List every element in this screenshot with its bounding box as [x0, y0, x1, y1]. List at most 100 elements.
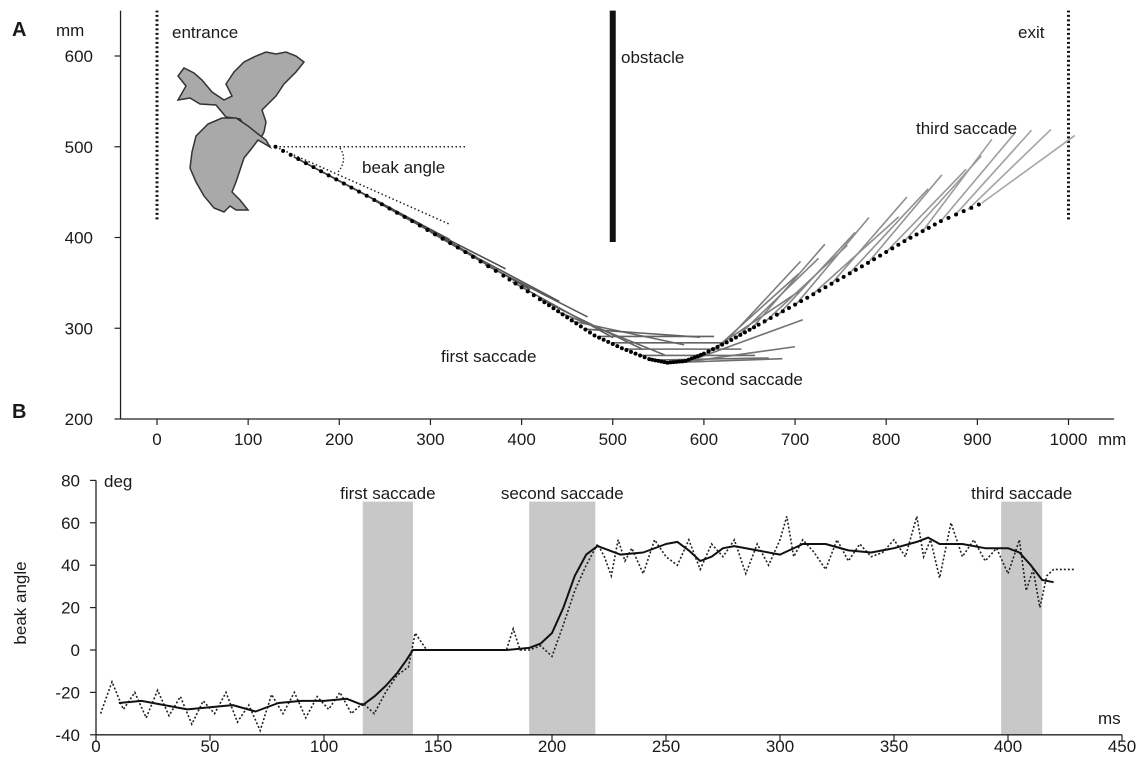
trajectory-point — [896, 242, 901, 247]
obstacle-label: obstacle — [621, 48, 684, 67]
trajectory-point — [756, 322, 761, 327]
beak-line — [922, 138, 993, 232]
trajectory-point — [689, 356, 694, 361]
beak-line — [830, 196, 908, 285]
x-tick-label: 700 — [781, 430, 809, 449]
second-saccade-label: second saccade — [680, 370, 803, 389]
trajectory-point — [326, 173, 331, 178]
trajectory-point — [565, 315, 570, 320]
y-tick-label: 600 — [65, 47, 93, 66]
trajectory-point — [692, 355, 697, 360]
trajectory-point — [569, 318, 574, 323]
trajectory-point — [551, 306, 556, 311]
x-tick-label: 600 — [690, 430, 718, 449]
trajectory-point — [720, 342, 725, 347]
trajectory-point — [747, 327, 752, 332]
x-tick-label: 350 — [880, 737, 908, 756]
trajectory-point — [642, 355, 647, 360]
trajectory-point — [525, 289, 530, 294]
beak-line — [885, 168, 967, 253]
trajectory-point — [738, 332, 743, 337]
x-tick-label: 900 — [963, 430, 991, 449]
trajectory-point — [633, 351, 638, 356]
trajectory-point — [829, 281, 834, 286]
trajectory-point — [799, 299, 804, 304]
trajectory-point — [379, 202, 384, 207]
trajectory-point — [847, 271, 852, 276]
x-tick-label: 450 — [1108, 737, 1136, 756]
trajectory-point — [501, 273, 506, 278]
trajectory-point — [455, 245, 460, 250]
third-saccade-label: third saccade — [916, 119, 1017, 138]
trajectory-point — [715, 344, 720, 349]
trajectory-point — [478, 259, 483, 264]
trajectory-point — [701, 351, 706, 356]
trajectory-point — [926, 225, 931, 230]
trajectory-point — [364, 193, 369, 198]
beak-line — [967, 128, 1052, 210]
bird-silhouette — [176, 51, 306, 213]
trajectory-point — [932, 222, 937, 227]
trajectory-point — [357, 189, 362, 194]
trajectory-point — [349, 185, 354, 190]
trajectory-point — [817, 288, 822, 293]
head-trajectory — [273, 144, 981, 365]
beak-line — [721, 260, 802, 347]
x-tick-label: 50 — [201, 737, 220, 756]
trajectory-point — [733, 335, 738, 340]
trajectory-point — [647, 357, 652, 362]
y-unit-label: deg — [104, 472, 132, 491]
trajectory-point — [281, 148, 286, 153]
trajectory-point — [920, 229, 925, 234]
trajectory-point — [486, 264, 491, 269]
saccade-windows: first saccade second saccade third saccade — [340, 484, 1072, 735]
x-tick-label: 200 — [325, 430, 353, 449]
panel-b-letter: B — [12, 401, 26, 423]
trajectory-point — [311, 165, 316, 170]
trajectory-point — [780, 309, 785, 314]
entrance-label: entrance — [172, 23, 238, 42]
trajectory-point — [665, 360, 670, 365]
trajectory-point — [961, 209, 966, 214]
trajectory-point — [334, 177, 339, 182]
trajectory-point — [433, 232, 438, 237]
y-tick-label: 200 — [65, 410, 93, 429]
y-tick-label: -20 — [55, 683, 80, 702]
beak-line — [484, 264, 588, 318]
trajectory-point — [606, 339, 611, 344]
trajectory-point — [774, 312, 779, 317]
trajectory-point — [674, 359, 679, 364]
panel-a-letter: A — [12, 19, 26, 41]
beak-line — [557, 311, 665, 356]
saccade-window — [529, 501, 596, 735]
trajectory-point — [448, 241, 453, 246]
trajectory-point — [587, 330, 592, 335]
bird-body — [189, 117, 273, 213]
trajectory-point — [872, 257, 877, 262]
trajectory-point — [402, 214, 407, 219]
trajectory-point — [859, 264, 864, 269]
bird-wing — [176, 51, 306, 149]
trajectory-point — [319, 169, 324, 174]
trajectory-point — [615, 344, 620, 349]
trajectory-point — [683, 358, 688, 363]
trajectory-point — [556, 309, 561, 314]
trajectory-point — [878, 253, 883, 258]
x-tick-label: 400 — [507, 430, 535, 449]
trajectory-point — [387, 206, 392, 211]
trajectory-point — [624, 348, 629, 353]
saccade-window-label: second saccade — [501, 484, 624, 503]
trajectory-point — [695, 354, 700, 359]
trajectory-point — [841, 274, 846, 279]
trajectory-point — [890, 246, 895, 251]
beak-line — [571, 320, 685, 346]
beak-line — [348, 185, 451, 241]
y-tick-label: 40 — [61, 556, 80, 575]
trajectory-point — [395, 210, 400, 215]
trajectory-point — [653, 358, 658, 363]
trajectory-point — [574, 321, 579, 326]
beak-line — [776, 231, 856, 317]
panel-a-axes: 0 100 200 300 400 500 600 700 800 900 1000 mm 200 300… — [56, 10, 1126, 449]
saccade-window — [1001, 501, 1043, 735]
y-tick-label: -40 — [55, 726, 80, 745]
